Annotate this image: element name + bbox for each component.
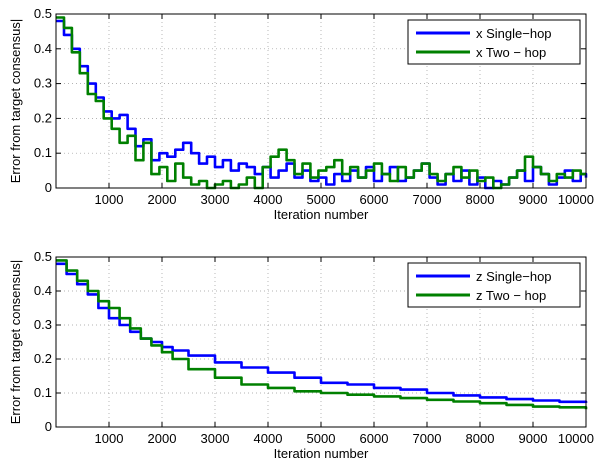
x-tick-label: 10000	[558, 431, 594, 446]
x-tick-label: 10000	[558, 192, 594, 207]
x-tick-label: 9000	[519, 431, 548, 446]
x-tick-label: 6000	[360, 431, 389, 446]
x-axis-label: Iteration number	[274, 446, 369, 461]
x-tick-label: 8000	[466, 431, 495, 446]
x-tick-label: 6000	[360, 192, 389, 207]
y-tick-label: 0.4	[34, 41, 52, 56]
x-tick-label: 3000	[201, 431, 230, 446]
legend-box	[407, 19, 581, 65]
y-tick-label: 0	[45, 419, 52, 434]
y-tick-label: 0.1	[34, 385, 52, 400]
x-tick-label: 5000	[307, 192, 336, 207]
legend-box	[407, 262, 581, 308]
legend-entry-label: z Single−hop	[476, 269, 552, 284]
y-tick-label: 0.3	[34, 76, 52, 91]
legend-entry-label: z Two − hop	[476, 288, 546, 303]
y-tick-label: 0.5	[34, 6, 52, 21]
legend-entry-label: x Single−hop	[476, 26, 552, 41]
x-tick-label: 4000	[254, 431, 283, 446]
x-tick-label: 2000	[148, 192, 177, 207]
y-tick-label: 0.4	[34, 283, 52, 298]
x-tick-label: 1000	[95, 431, 124, 446]
x-tick-label: 9000	[519, 192, 548, 207]
x-tick-label: 8000	[466, 192, 495, 207]
x-tick-label: 1000	[95, 192, 124, 207]
chart-panel-2: 1000 2000 3000 4000 5000 6000 7000 8000 9000 1000…	[8, 249, 594, 461]
series-line-2	[56, 259, 588, 410]
x-tick-label: 5000	[307, 431, 336, 446]
y-tick-label: 0	[45, 180, 52, 195]
x-tick-label: 7000	[413, 431, 442, 446]
y-tick-label: 0.2	[34, 110, 52, 125]
x-tick-label: 7000	[413, 192, 442, 207]
y-tick-label: 0.2	[34, 351, 52, 366]
x-tick-label: 3000	[201, 192, 230, 207]
y-axis-label: Error from target consensus|	[8, 260, 23, 425]
x-tick-label: 4000	[254, 192, 283, 207]
chart-panel-1: 1000 2000 3000 4000 5000 6000 7000 8000 9000 1000…	[8, 6, 594, 222]
y-tick-label: 0.5	[34, 249, 52, 264]
y-axis-label: Error from target consensus|	[8, 19, 23, 184]
x-axis-label: Iteration number	[274, 207, 369, 222]
x-tick-label: 2000	[148, 431, 177, 446]
y-tick-label: 0.1	[34, 145, 52, 160]
legend-entry-label: x Two − hop	[476, 45, 546, 60]
y-tick-label: 0.3	[34, 317, 52, 332]
